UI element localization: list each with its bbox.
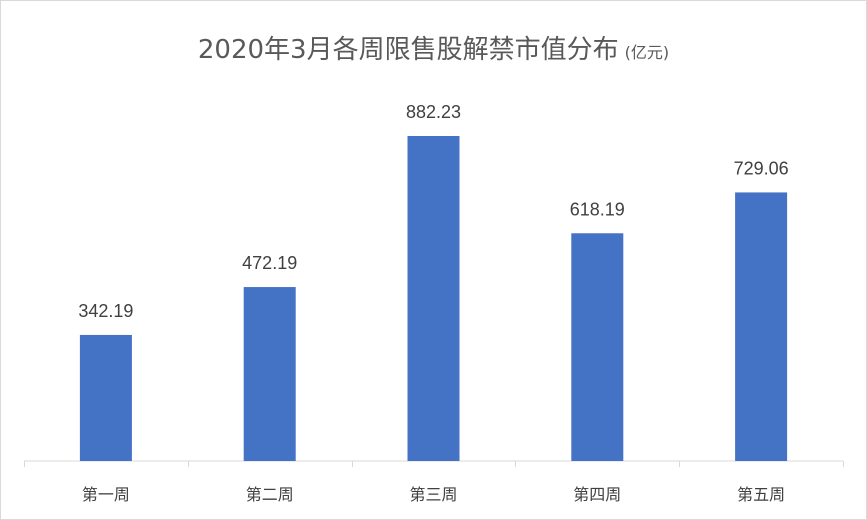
data-label: 618.19 [570,199,625,219]
data-label: 472.19 [242,253,297,273]
bar [735,192,788,461]
x-tick-label: 第一周 [82,485,130,504]
bar [571,233,624,461]
chart-title-text: 2020年3月各周限售股解禁市值分布 [197,35,619,65]
bar [243,287,296,461]
x-tick-label: 第四周 [573,485,621,504]
chart-unit: (亿元) [624,43,670,62]
data-label: 882.23 [406,102,461,122]
x-tick-label: 第三周 [409,485,457,504]
bar [79,334,132,461]
data-label: 729.06 [734,158,789,178]
chart-title: 2020年3月各周限售股解禁市值分布 (亿元) [1,29,866,66]
x-tick-label: 第二周 [246,485,294,504]
x-tick-label: 第五周 [737,485,785,504]
data-label: 342.19 [78,301,133,321]
bar [407,136,460,461]
